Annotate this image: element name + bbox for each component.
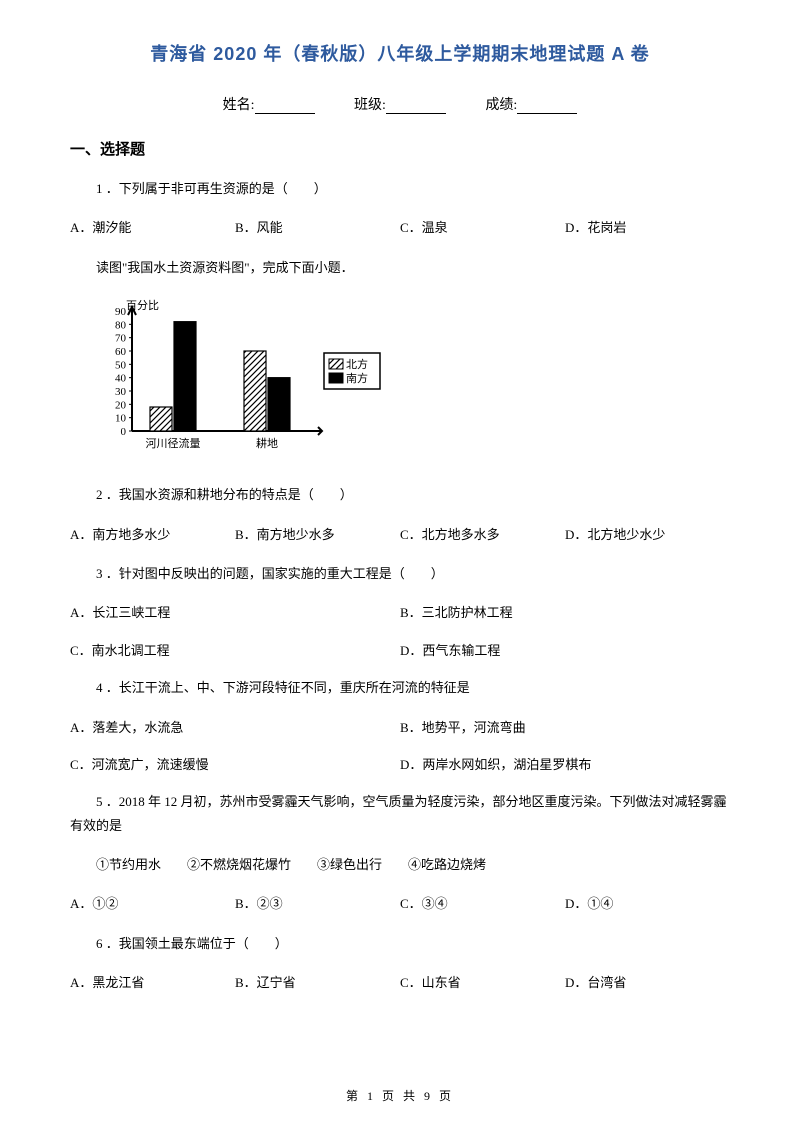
q6-opt-b: B．辽宁省 bbox=[235, 971, 400, 994]
svg-text:南方: 南方 bbox=[346, 371, 368, 385]
q1-opt-a: A．潮汐能 bbox=[70, 216, 235, 239]
question-4-options-row2: C．河流宽广，流速缓慢 D．两岸水网如织，湖泊星罗棋布 bbox=[70, 753, 730, 776]
q4-opt-b: B．地势平，河流弯曲 bbox=[400, 716, 730, 739]
svg-text:40: 40 bbox=[115, 373, 127, 385]
svg-text:20: 20 bbox=[115, 400, 127, 412]
class-blank bbox=[386, 100, 446, 114]
q3-opt-d: D．西气东输工程 bbox=[400, 639, 730, 662]
svg-text:30: 30 bbox=[115, 386, 127, 398]
q2-opt-c: C．北方地多水多 bbox=[400, 523, 565, 546]
question-6-options: A．黑龙江省 B．辽宁省 C．山东省 D．台湾省 bbox=[70, 971, 730, 994]
question-3-options-row2: C．南水北调工程 D．西气东输工程 bbox=[70, 639, 730, 662]
q5-opt-b: B．②③ bbox=[235, 892, 400, 915]
student-info-row: 姓名: 班级: 成绩: bbox=[70, 94, 730, 114]
q4-opt-a: A．落差大，水流急 bbox=[70, 716, 400, 739]
q6-opt-a: A．黑龙江省 bbox=[70, 971, 235, 994]
question-5-sub: ①节约用水 ②不燃烧烟花爆竹 ③绿色出行 ④吃路边烧烤 bbox=[70, 853, 730, 876]
q5-opt-a: A．①② bbox=[70, 892, 235, 915]
q4-opt-d: D．两岸水网如织，湖泊星罗棋布 bbox=[400, 753, 730, 776]
svg-text:60: 60 bbox=[115, 346, 127, 358]
q3-opt-a: A．长江三峡工程 bbox=[70, 601, 400, 624]
resource-bar-chart: 百分比 01020 304050 607080 90 河川径流量 耕地 北方南方 bbox=[98, 295, 398, 465]
q5-opt-c: C．③④ bbox=[400, 892, 565, 915]
question-5-text: 5 ．2018 年 12 月初，苏州市受雾霾天气影响，空气质量为轻度污染，部分地… bbox=[70, 790, 730, 837]
question-2-text: 2 ．我国水资源和耕地分布的特点是（ ） bbox=[70, 483, 730, 506]
svg-text:耕地: 耕地 bbox=[256, 436, 278, 450]
question-3-options-row1: A．长江三峡工程 B．三北防护林工程 bbox=[70, 601, 730, 624]
section-1-header: 一、选择题 bbox=[70, 138, 730, 159]
q2-opt-d: D．北方地少水少 bbox=[565, 523, 730, 546]
q6-opt-d: D．台湾省 bbox=[565, 971, 730, 994]
q1-opt-d: D．花岗岩 bbox=[565, 216, 730, 239]
q6-opt-c: C．山东省 bbox=[400, 971, 565, 994]
q2-opt-a: A．南方地多水少 bbox=[70, 523, 235, 546]
q1-opt-b: B．风能 bbox=[235, 216, 400, 239]
name-label: 姓名: bbox=[223, 98, 255, 113]
name-blank bbox=[255, 100, 315, 114]
svg-text:百分比: 百分比 bbox=[126, 299, 159, 312]
q3-opt-c: C．南水北调工程 bbox=[70, 639, 400, 662]
svg-text:北方: 北方 bbox=[346, 357, 368, 371]
question-3-text: 3 ．针对图中反映出的问题，国家实施的重大工程是（ ） bbox=[70, 562, 730, 585]
svg-text:90: 90 bbox=[115, 306, 127, 318]
q1-opt-c: C．温泉 bbox=[400, 216, 565, 239]
score-blank bbox=[517, 100, 577, 114]
q2-opt-b: B．南方地少水多 bbox=[235, 523, 400, 546]
q5-stem: 5 ．2018 年 12 月初，苏州市受雾霾天气影响，空气质量为轻度污染，部分地… bbox=[70, 794, 727, 832]
score-label: 成绩: bbox=[485, 98, 517, 113]
q3-opt-b: B．三北防护林工程 bbox=[400, 601, 730, 624]
question-5-options: A．①② B．②③ C．③④ D．①④ bbox=[70, 892, 730, 915]
q4-opt-c: C．河流宽广，流速缓慢 bbox=[70, 753, 400, 776]
question-2-options: A．南方地多水少 B．南方地少水多 C．北方地多水多 D．北方地少水少 bbox=[70, 523, 730, 546]
q5-opt-d: D．①④ bbox=[565, 892, 730, 915]
svg-text:0: 0 bbox=[121, 426, 127, 438]
svg-text:70: 70 bbox=[115, 333, 127, 345]
question-4-text: 4 ．长江干流上、中、下游河段特征不同，重庆所在河流的特征是 bbox=[70, 676, 730, 699]
svg-text:80: 80 bbox=[115, 320, 127, 332]
page-title: 青海省 2020 年（春秋版）八年级上学期期末地理试题 A 卷 bbox=[70, 40, 730, 66]
question-6-text: 6 ．我国领土最东端位于（ ） bbox=[70, 932, 730, 955]
svg-text:河川径流量: 河川径流量 bbox=[146, 436, 201, 450]
svg-text:50: 50 bbox=[115, 360, 127, 372]
page-footer: 第 1 页 共 9 页 bbox=[0, 1087, 800, 1104]
question-4-options-row1: A．落差大，水流急 B．地势平，河流弯曲 bbox=[70, 716, 730, 739]
chart-svg: 百分比 01020 304050 607080 90 河川径流量 耕地 北方南方 bbox=[98, 295, 398, 465]
question-1-options: A．潮汐能 B．风能 C．温泉 D．花岗岩 bbox=[70, 216, 730, 239]
question-1-text: 1 ．下列属于非可再生资源的是（ ） bbox=[70, 177, 730, 200]
read-figure-text: 读图"我国水土资源资料图"，完成下面小题． bbox=[70, 256, 730, 279]
class-label: 班级: bbox=[354, 98, 386, 113]
svg-text:10: 10 bbox=[115, 413, 127, 425]
